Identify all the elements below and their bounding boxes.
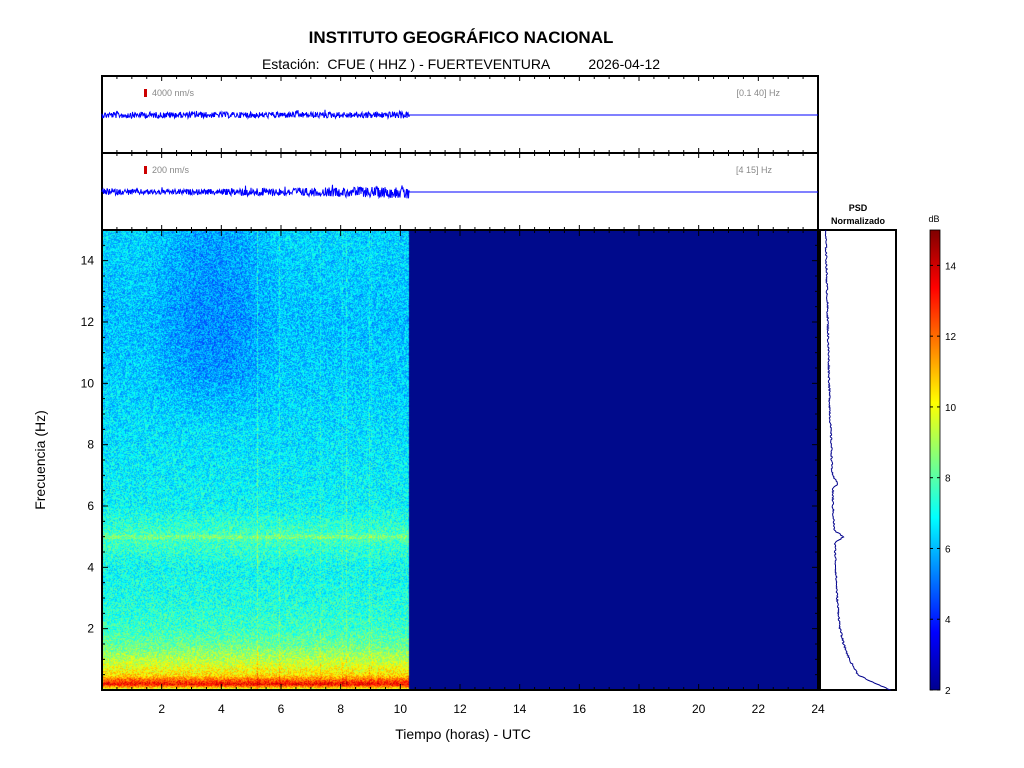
x-tick-label: 6 [278, 702, 285, 716]
station-name: CFUE ( HHZ ) - FUERTEVENTURA [327, 56, 550, 72]
trace2-filter-label: [4 15] Hz [736, 165, 773, 175]
colorbar-tick-label: 4 [945, 615, 951, 626]
colorbar-tick-label: 6 [945, 544, 951, 555]
trace2-waveform [101, 184, 818, 200]
chart-title: INSTITUTO GEOGRÁFICO NACIONAL [308, 28, 614, 47]
trace2-scale-marker [144, 166, 147, 174]
x-tick-label: 22 [752, 702, 766, 716]
x-tick-label: 16 [573, 702, 587, 716]
trace1-scale-marker [144, 89, 147, 97]
x-tick-label: 8 [337, 702, 344, 716]
x-tick-label: 4 [218, 702, 225, 716]
y-tick-label: 14 [81, 254, 95, 268]
date-label: 2026-04-12 [588, 56, 661, 72]
trace1-filter-label: [0.1 40] Hz [736, 88, 780, 98]
y-tick-label: 10 [81, 376, 95, 390]
y-axis-label: Frecuencia (Hz) [32, 410, 48, 510]
colorbar-tick-label: 14 [945, 261, 957, 272]
x-tick-label: 12 [453, 702, 467, 716]
colorbar-label: dB [928, 214, 939, 224]
y-tick-label: 6 [87, 499, 94, 513]
colorbar-tick-label: 2 [945, 686, 951, 697]
colorbar-tick-label: 12 [945, 332, 957, 343]
colorbar-ticks: 2 4 6 8 10 12 14 [930, 261, 957, 697]
x-tick-label: 18 [632, 702, 646, 716]
broadband-trace-panel: 4000 nm/s [0.1 40] Hz [101, 75, 819, 154]
psd-curve [824, 229, 891, 691]
x-tick-label: 24 [811, 702, 825, 716]
x-tick-label: 14 [513, 702, 527, 716]
colorbar-tick-label: 8 [945, 474, 951, 485]
y-tick-label: 12 [81, 315, 95, 329]
psd-panel: PSD Normalizado [819, 203, 897, 691]
trace1-scale-label: 4000 nm/s [152, 88, 195, 98]
y-tick-label: 4 [87, 560, 94, 574]
filtered-trace-panel: 200 nm/s [4 15] Hz [101, 152, 819, 231]
psd-title-line2: Normalizado [831, 216, 886, 226]
station-label: Estación: [261, 56, 320, 72]
x-axis-label: Tiempo (horas) - UTC [395, 726, 531, 742]
colorbar: dB 2 4 6 8 10 12 14 [928, 214, 956, 697]
x-tick-label: 10 [394, 702, 408, 716]
psd-title-line1: PSD [849, 203, 868, 213]
y-tick-label: 8 [87, 438, 94, 452]
colorbar-tick-label: 10 [945, 403, 957, 414]
x-tick-label: 20 [692, 702, 706, 716]
x-tick-label: 2 [158, 702, 165, 716]
colorbar-gradient [929, 229, 941, 691]
trace1-waveform [101, 109, 818, 121]
spectrogram-image [102, 230, 818, 690]
trace2-scale-label: 200 nm/s [152, 165, 190, 175]
chart-subtitle: Estación: CFUE ( HHZ ) - FUERTEVENTURA 2… [0, 56, 922, 72]
y-tick-label: 2 [87, 622, 94, 636]
